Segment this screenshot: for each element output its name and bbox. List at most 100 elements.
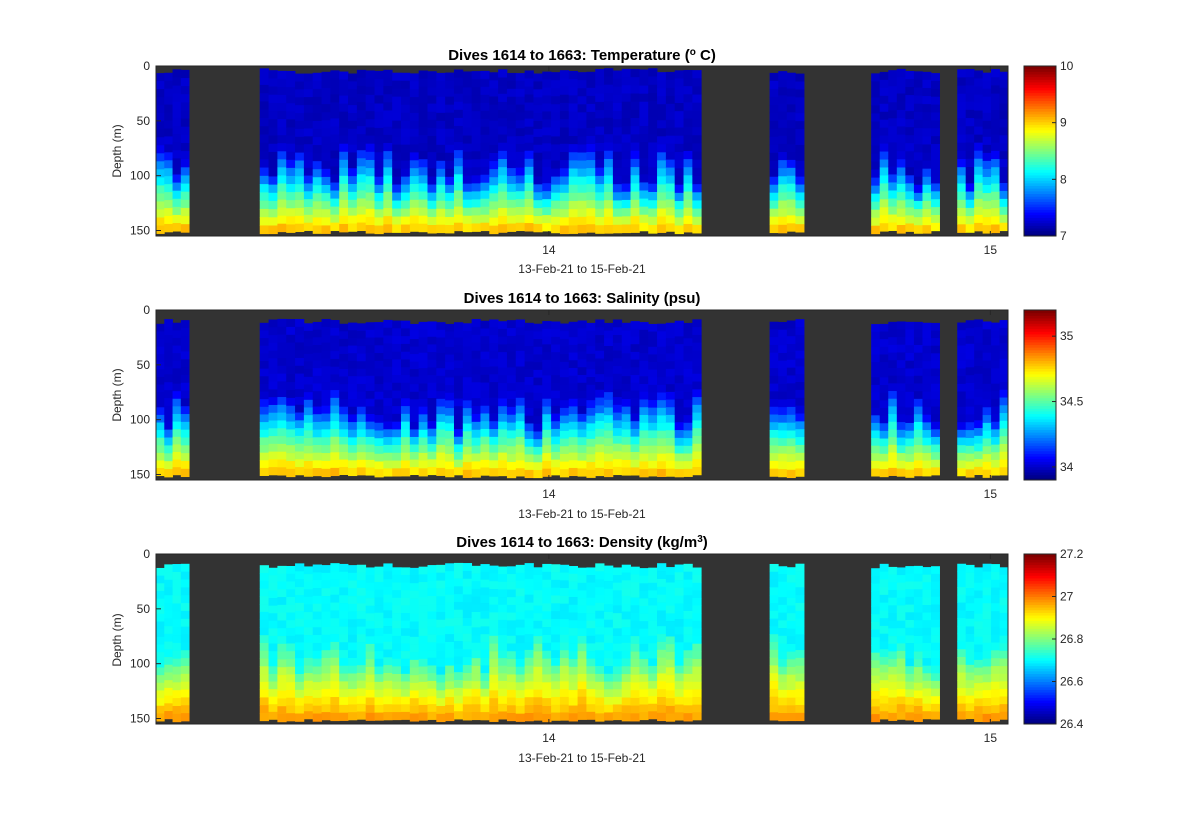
heatmap-cell (991, 93, 1000, 103)
heatmap-cell (991, 159, 1000, 168)
heatmap-cell (769, 681, 779, 690)
heatmap-cell (277, 573, 287, 582)
heatmap-cell (453, 695, 464, 704)
heatmap-cell (268, 94, 278, 104)
heatmap-cell (374, 144, 384, 153)
heatmap-cell (524, 142, 534, 152)
heatmap-cell (551, 564, 561, 573)
heatmap-cell (931, 619, 940, 628)
heatmap-cell (871, 129, 881, 138)
heatmap-cell (172, 182, 182, 192)
heatmap-cell (922, 627, 932, 636)
heatmap-cell (365, 414, 375, 423)
heatmap-cell (365, 78, 375, 88)
heatmap-cell (312, 682, 322, 691)
heatmap-cell (436, 168, 446, 178)
heatmap-cell (172, 345, 182, 354)
colorbar-step (1024, 426, 1056, 431)
heatmap-cell (648, 711, 658, 720)
heatmap-cell (913, 604, 923, 613)
heatmap-cell (913, 589, 923, 598)
heatmap-cell (621, 414, 631, 423)
heatmap-cell (577, 112, 587, 121)
heatmap-cell (401, 192, 411, 201)
heatmap-cell (974, 86, 984, 95)
heatmap-cell (871, 377, 881, 386)
heatmap-cell (330, 571, 340, 580)
heatmap-cell (356, 323, 367, 332)
heatmap-cell (436, 120, 446, 130)
heatmap-cell (586, 446, 596, 455)
heatmap-cell (957, 337, 967, 346)
heatmap-cell (896, 590, 906, 599)
heatmap-cell (427, 459, 437, 468)
heatmap-cell (515, 143, 526, 153)
heatmap-cell (489, 169, 499, 178)
heatmap-cell (922, 688, 932, 697)
heatmap-cell (480, 610, 490, 620)
heatmap-cell (392, 96, 402, 106)
heatmap-cell (974, 443, 984, 452)
heatmap-cell (418, 86, 428, 96)
heatmap-cell (888, 94, 898, 103)
heatmap-cell (896, 383, 906, 392)
heatmap-cell (991, 626, 1000, 636)
heatmap-cell (374, 574, 384, 583)
heatmap-cell (648, 422, 658, 431)
heatmap-cell (365, 368, 375, 377)
heatmap-cell (657, 400, 667, 409)
heatmap-cell (542, 603, 552, 612)
heatmap-cell (786, 328, 796, 337)
heatmap-cell (172, 706, 182, 715)
heatmap-cell (259, 596, 269, 605)
heatmap-cell (339, 657, 349, 667)
heatmap-cell (286, 666, 296, 675)
heatmap-cell (418, 398, 428, 408)
heatmap-cell (445, 618, 455, 627)
x-tick-label: 15 (984, 243, 998, 257)
heatmap-cell (164, 72, 173, 82)
heatmap-cell (312, 375, 322, 384)
heatmap-cell (409, 667, 420, 676)
heatmap-cell (648, 407, 658, 416)
heatmap-cell (965, 564, 975, 573)
heatmap-cell (356, 564, 367, 573)
heatmap-cell (999, 222, 1009, 232)
heatmap-cell (515, 690, 526, 699)
heatmap-cell (339, 642, 349, 651)
heatmap-cell (401, 681, 411, 690)
heatmap-cell (374, 712, 384, 721)
heatmap-cell (259, 674, 269, 683)
colorbar-step (1024, 702, 1056, 706)
heatmap-cell (586, 658, 596, 667)
heatmap-cell (778, 651, 788, 660)
heatmap-cell (551, 428, 561, 437)
heatmap-cell (164, 579, 173, 588)
heatmap-cell (418, 391, 428, 400)
heatmap-cell (595, 374, 605, 383)
heatmap-cell (383, 468, 393, 477)
heatmap-cell (489, 374, 499, 383)
heatmap-cell (489, 682, 499, 691)
heatmap-cell (524, 94, 534, 103)
heatmap-cell (418, 102, 428, 112)
heatmap-cell (498, 680, 508, 689)
heatmap-cell (312, 112, 322, 122)
heatmap-cell (506, 343, 517, 353)
heatmap-cell (786, 454, 796, 463)
heatmap-cell (692, 319, 702, 328)
heatmap-cell (586, 384, 596, 393)
heatmap-cell (965, 199, 975, 209)
heatmap-cell (786, 705, 796, 714)
heatmap-cell (888, 142, 898, 151)
heatmap-cell (330, 460, 340, 469)
heatmap-cell (489, 193, 499, 202)
heatmap-cell (896, 575, 906, 584)
heatmap-cell (180, 437, 190, 446)
heatmap-cell (533, 431, 543, 440)
heatmap-cell (991, 587, 1000, 596)
heatmap-cell (999, 389, 1009, 398)
heatmap-cell (427, 359, 437, 368)
heatmap-cell (303, 97, 314, 106)
